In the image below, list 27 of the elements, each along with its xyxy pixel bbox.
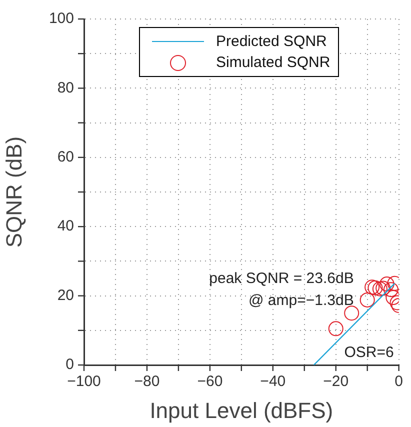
point: [364, 280, 380, 295]
point: [383, 282, 398, 298]
y-tick-label: 20: [57, 286, 74, 304]
annotation: peak SQNR = 23.6dB: [209, 270, 354, 287]
y-axis-title: SQNR (dB): [1, 136, 26, 248]
y-tick-label: 60: [57, 148, 74, 166]
annotation: @ amp=−1.3dB: [248, 292, 354, 309]
x-tick-label: −80: [134, 373, 160, 390]
point: [379, 276, 394, 292]
annotation: OSR=6: [344, 344, 394, 361]
x-axis-title: Input Level (dBFS): [150, 398, 334, 423]
legend-label: Predicted SQNR: [216, 33, 327, 50]
y-tick-label: 80: [57, 79, 74, 96]
x-tick-label: −40: [260, 373, 286, 390]
legend-label: Simulated SQNR: [216, 54, 330, 71]
x-tick-label: −20: [323, 373, 349, 390]
y-tick-label: 0: [66, 356, 74, 374]
point: [376, 280, 391, 296]
y-tick-label: 100: [48, 10, 74, 28]
x-tick-label: −100: [67, 373, 101, 390]
point: [372, 281, 388, 296]
point: [360, 292, 375, 308]
x-tick-label: 0: [394, 373, 403, 390]
y-tick-label: 40: [57, 218, 74, 235]
point: [368, 280, 383, 296]
x-tick-label: −60: [197, 373, 223, 390]
point: [328, 321, 344, 336]
